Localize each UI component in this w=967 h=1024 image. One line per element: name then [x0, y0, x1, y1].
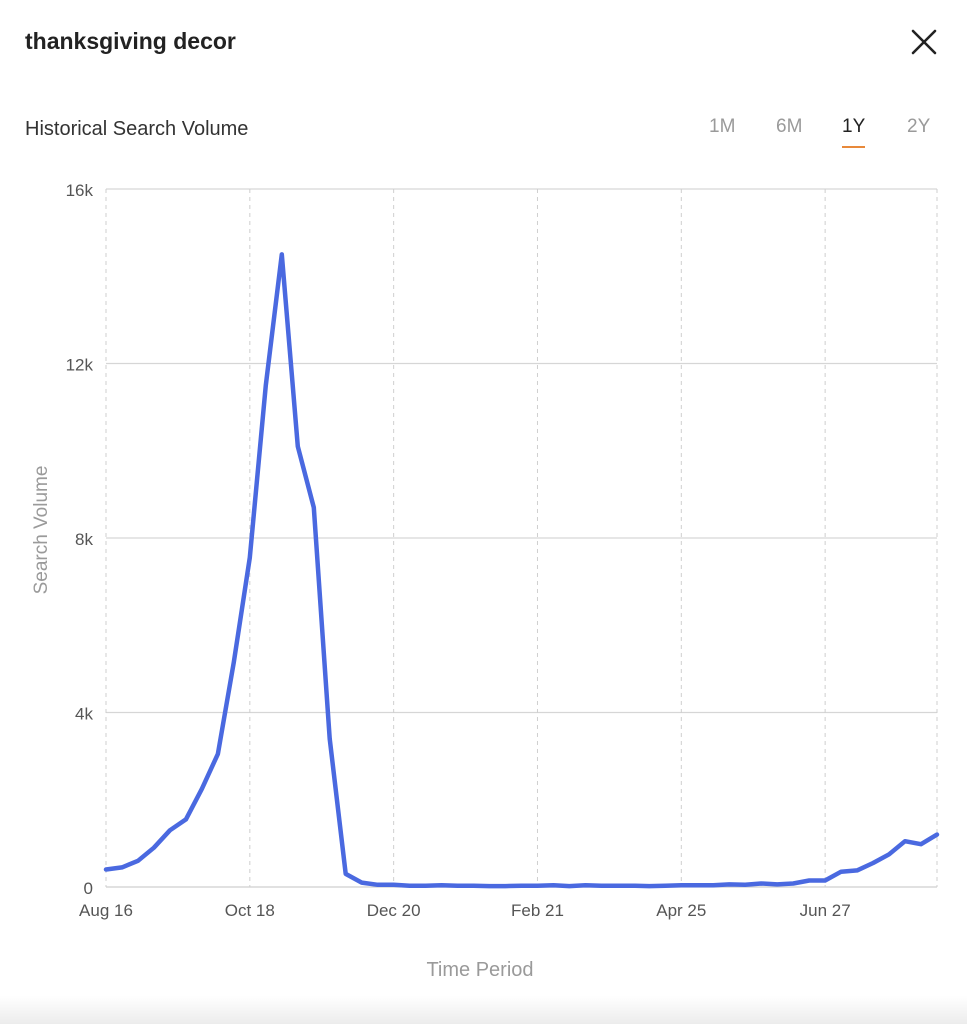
search-volume-chart: 0 4k 8k 12k 16k Aug 16 Oct 18 Dec 20 Feb 21 Apr … — [31, 181, 940, 981]
x-tick-label: Aug 16 — [79, 901, 133, 920]
chart-subtitle: Historical Search Volume — [25, 118, 249, 140]
x-axis-label: Time Period — [426, 959, 533, 981]
y-tick-label: 16k — [66, 181, 94, 200]
series-layer — [103, 252, 940, 889]
y-tick-label: 4k — [75, 705, 93, 724]
y-axis-label: Search Volume — [31, 466, 52, 595]
x-tick-label: Dec 20 — [367, 901, 421, 920]
x-tick-label: Apr 25 — [656, 901, 706, 920]
x-tick-label: Jun 27 — [800, 901, 851, 920]
x-axis-ticks: Aug 16 Oct 18 Dec 20 Feb 21 Apr 25 Jun 27 — [79, 901, 851, 920]
range-tab-1m[interactable]: 1M — [709, 116, 736, 137]
grid — [105, 188, 938, 888]
y-tick-label: 0 — [84, 879, 93, 898]
y-axis-ticks: 0 4k 8k 12k 16k — [66, 181, 94, 898]
footer-shade — [0, 996, 967, 1024]
range-tab-2y[interactable]: 2Y — [907, 116, 931, 137]
x-tick-label: Oct 18 — [225, 901, 275, 920]
y-tick-label: 8k — [75, 530, 93, 549]
y-tick-label: 12k — [66, 356, 94, 375]
time-range-selector: 1M 6M 1Y 2Y — [0, 116, 967, 156]
x-tick-label: Feb 21 — [511, 901, 564, 920]
series-line — [103, 252, 940, 889]
close-icon — [911, 29, 937, 55]
range-tab-1y[interactable]: 1Y — [842, 116, 866, 148]
range-tab-6m[interactable]: 6M — [776, 116, 803, 137]
close-button[interactable] — [904, 24, 944, 64]
modal-title: thanksgiving decor — [25, 28, 236, 54]
